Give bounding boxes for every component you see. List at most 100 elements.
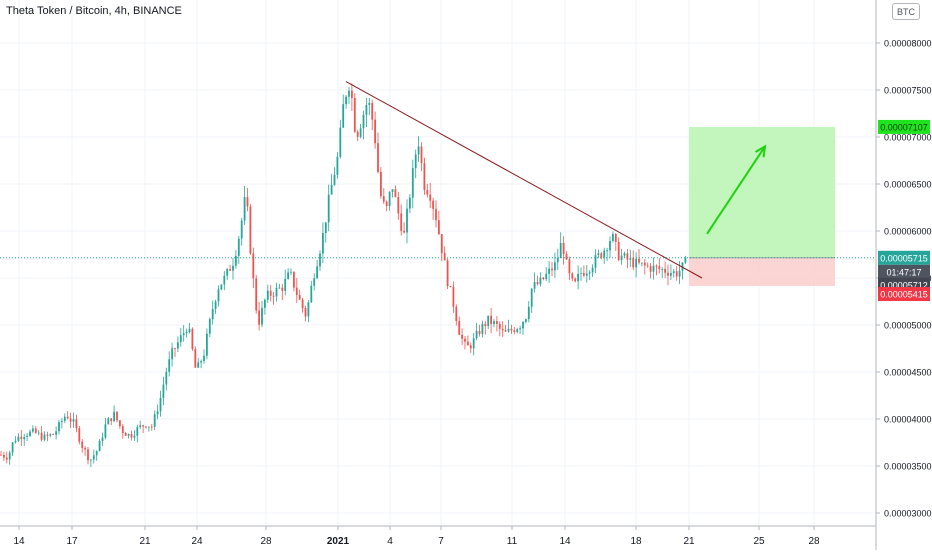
candle-body <box>249 206 252 254</box>
candle-body <box>533 282 536 289</box>
candle-body <box>66 416 69 419</box>
candle <box>29 429 31 438</box>
candle <box>229 264 231 271</box>
candle-body <box>55 431 57 435</box>
candle <box>119 419 121 429</box>
candle-body <box>23 437 26 440</box>
candle <box>510 324 513 334</box>
candle <box>591 264 594 277</box>
candle-body <box>556 258 559 263</box>
candle-body <box>510 328 513 331</box>
candle <box>507 319 510 333</box>
candle-body <box>554 262 556 271</box>
candle <box>275 282 278 302</box>
candle-body <box>487 315 490 327</box>
target-arrow <box>706 145 766 235</box>
candle <box>156 404 159 420</box>
candle-body <box>623 253 626 256</box>
candle <box>623 251 626 258</box>
candle <box>562 236 565 265</box>
candle <box>351 83 353 111</box>
candle-body <box>670 272 672 276</box>
candle <box>322 222 324 264</box>
candle <box>446 258 449 289</box>
candle-body <box>493 321 495 325</box>
candle <box>197 358 200 368</box>
candle-body <box>472 338 475 349</box>
candle <box>78 425 81 445</box>
candle-body <box>423 163 426 191</box>
candle-body <box>435 208 437 221</box>
candle-body <box>119 420 121 427</box>
candle <box>435 200 437 228</box>
candle <box>107 417 110 425</box>
candle <box>319 250 321 272</box>
candle-body <box>371 102 374 120</box>
candle <box>194 346 197 368</box>
candle <box>641 262 643 267</box>
candle <box>63 413 66 424</box>
candle-body <box>507 328 510 332</box>
candle <box>252 247 255 289</box>
candle <box>159 390 162 417</box>
candle <box>206 328 208 360</box>
candle-body <box>409 197 411 209</box>
candle-body <box>606 250 608 252</box>
candle-body <box>667 272 669 276</box>
candle-body <box>675 271 678 277</box>
candle-body <box>246 197 249 207</box>
candle <box>139 420 142 430</box>
candle-body <box>440 234 443 254</box>
candle <box>162 376 165 406</box>
drawings <box>345 81 767 279</box>
candle-body <box>81 441 84 448</box>
y-tick-label: 0.00006500 <box>884 180 932 190</box>
candle-body <box>484 323 487 327</box>
candle-body <box>226 268 229 276</box>
countdown-label-bg <box>878 264 930 279</box>
candle-body <box>414 154 417 169</box>
candle <box>182 325 185 342</box>
candle <box>208 317 211 337</box>
candle <box>667 264 669 286</box>
candle <box>290 268 292 276</box>
candle-body <box>87 449 89 461</box>
candle-body <box>34 428 37 433</box>
candle <box>150 423 153 431</box>
candle-body <box>443 253 446 261</box>
candle <box>223 271 226 291</box>
candle-body <box>678 270 681 277</box>
candle-body <box>307 302 310 317</box>
candle <box>3 452 5 461</box>
candle <box>478 324 481 337</box>
candle <box>32 425 34 434</box>
candle <box>403 222 405 234</box>
candle <box>330 173 333 195</box>
candle-body <box>148 426 150 428</box>
candle-body <box>298 294 301 300</box>
candle <box>287 267 289 280</box>
profit-zone <box>689 126 835 258</box>
candle <box>388 191 391 211</box>
candle-body <box>188 328 191 333</box>
candle-body <box>583 273 585 276</box>
candle <box>501 321 504 338</box>
candle <box>46 431 49 442</box>
target-arrow-head <box>755 144 767 158</box>
candle <box>568 256 571 281</box>
candle <box>658 258 661 274</box>
candle <box>469 342 472 353</box>
candle <box>264 298 266 315</box>
candle <box>90 458 92 467</box>
candle-body <box>211 309 214 320</box>
candle-body <box>116 411 118 421</box>
currency-button[interactable]: BTC <box>892 3 920 20</box>
candle-body <box>664 268 666 273</box>
candle-body <box>519 328 521 330</box>
price-labels: 0.000071070.0000571501:47:170.000057120.… <box>878 119 930 301</box>
candle <box>237 235 240 265</box>
candle-body <box>574 278 577 282</box>
x-tick-label: 7 <box>438 536 444 547</box>
